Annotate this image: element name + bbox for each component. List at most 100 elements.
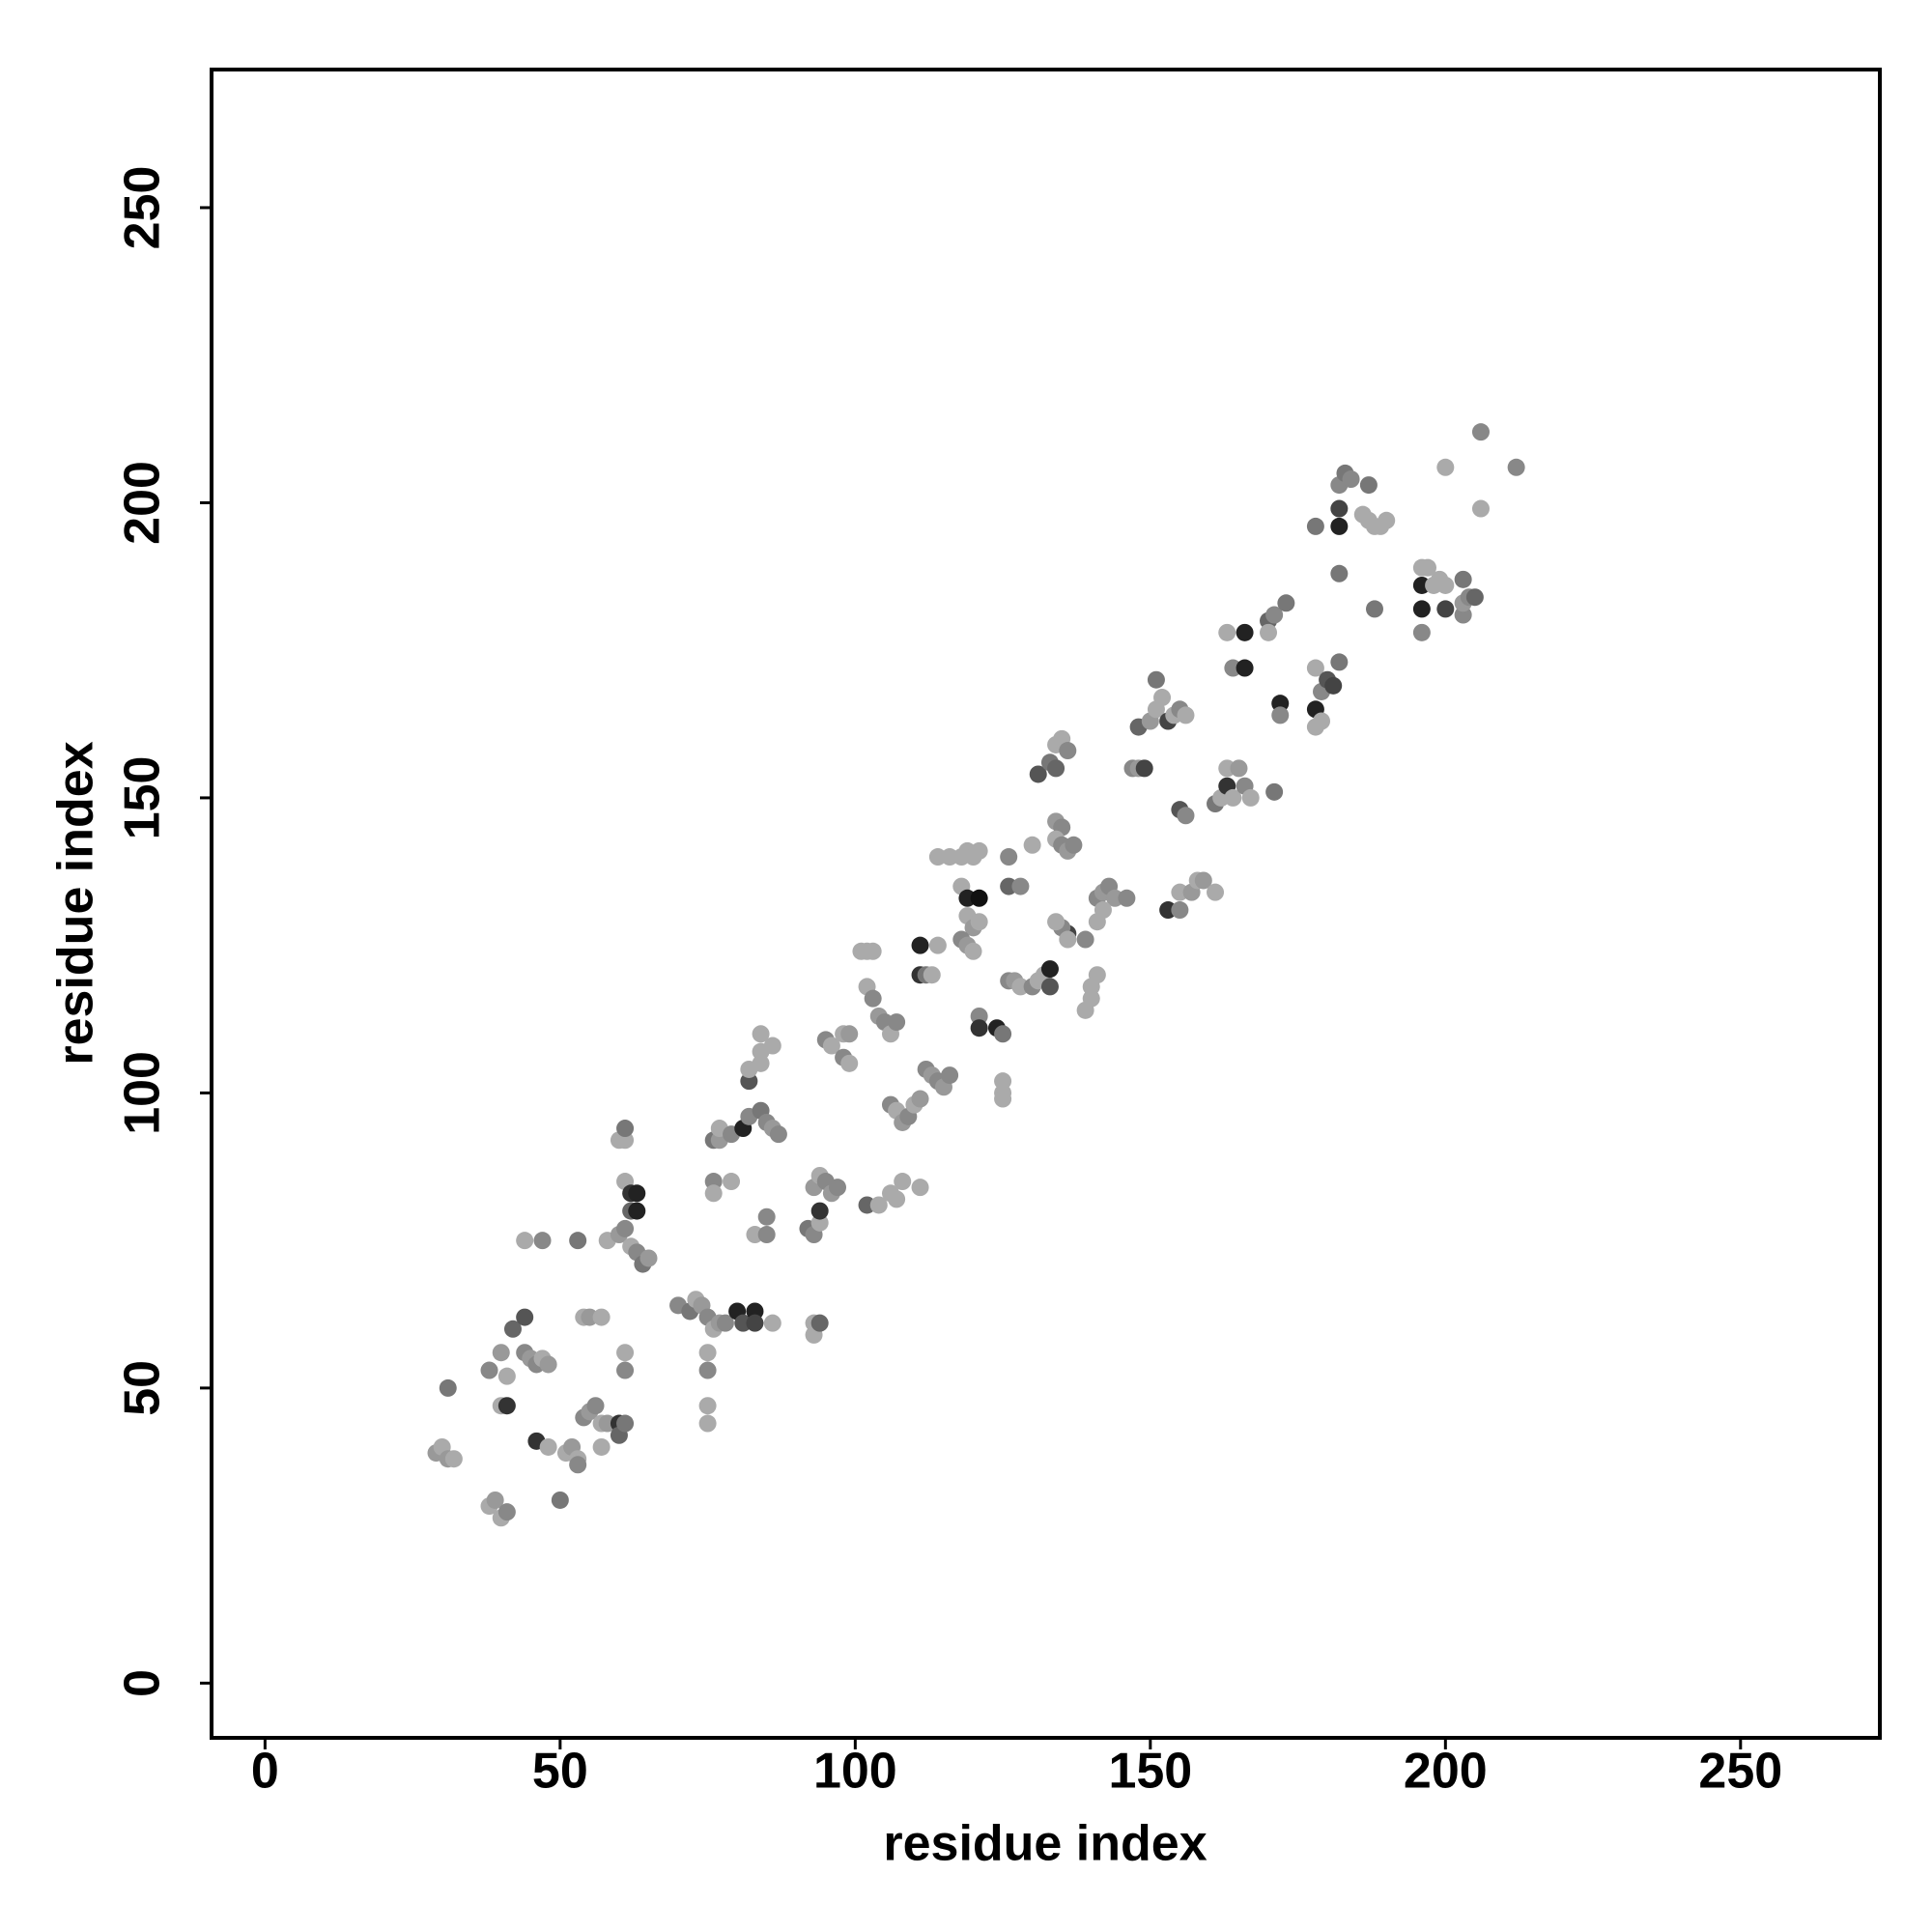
point — [616, 1219, 635, 1237]
point — [1177, 807, 1195, 825]
point — [616, 1361, 635, 1379]
point — [1412, 623, 1431, 641]
point — [586, 1397, 605, 1415]
x-tick-label: 250 — [1698, 1744, 1782, 1800]
point — [970, 1019, 988, 1037]
point — [1065, 836, 1083, 854]
point — [698, 1414, 717, 1433]
point — [1236, 623, 1254, 641]
point — [964, 942, 982, 960]
point — [1265, 782, 1284, 801]
x-tick-label: 150 — [1108, 1744, 1192, 1800]
point — [829, 1179, 847, 1197]
point — [698, 1397, 717, 1415]
point — [810, 1314, 829, 1332]
y-tick-label: 250 — [115, 166, 171, 250]
x-tick-label: 100 — [813, 1744, 897, 1800]
x-tick-label: 0 — [251, 1744, 279, 1800]
point — [923, 966, 941, 984]
point — [1418, 558, 1436, 577]
point — [1330, 564, 1349, 582]
point — [439, 1378, 457, 1397]
point — [444, 1450, 463, 1468]
point — [1260, 623, 1278, 641]
point — [1330, 653, 1349, 671]
point — [1218, 623, 1236, 641]
y-tick-label: 50 — [115, 1360, 171, 1416]
point — [763, 1037, 781, 1055]
point — [616, 1414, 635, 1433]
point — [1342, 470, 1360, 489]
point — [1436, 458, 1455, 476]
point — [888, 1190, 906, 1208]
point — [1059, 930, 1077, 949]
point — [1135, 759, 1153, 778]
point — [1306, 659, 1324, 677]
point — [746, 1314, 764, 1332]
point — [1224, 788, 1242, 807]
point — [592, 1308, 611, 1326]
point — [1171, 901, 1189, 920]
point — [698, 1361, 717, 1379]
y-tick-label: 150 — [115, 756, 171, 840]
x-tick-label: 50 — [532, 1744, 588, 1800]
y-tick-label: 200 — [115, 461, 171, 545]
point — [1324, 676, 1343, 695]
point — [752, 1025, 770, 1043]
point — [970, 841, 988, 860]
point — [486, 1491, 504, 1509]
point — [970, 889, 988, 907]
point — [592, 1437, 611, 1456]
point — [994, 1025, 1012, 1043]
point — [1378, 511, 1396, 529]
point — [757, 1208, 776, 1226]
point — [1365, 600, 1383, 618]
point — [911, 1179, 929, 1197]
point — [1011, 877, 1030, 895]
point — [763, 1314, 781, 1332]
point — [1359, 476, 1378, 495]
point — [1236, 659, 1254, 677]
point — [1023, 836, 1041, 854]
point — [1436, 576, 1455, 594]
point — [1207, 883, 1225, 901]
y-tick-label: 100 — [115, 1051, 171, 1135]
point — [1047, 913, 1065, 931]
point — [533, 1232, 552, 1250]
point — [497, 1503, 516, 1521]
point — [1507, 458, 1525, 476]
point — [994, 1090, 1012, 1108]
point — [757, 1226, 776, 1244]
point — [539, 1437, 557, 1456]
point — [616, 1344, 635, 1362]
point — [1330, 517, 1349, 535]
point — [1454, 570, 1472, 588]
point — [704, 1184, 723, 1203]
point — [503, 1320, 522, 1338]
point — [492, 1344, 510, 1362]
point — [723, 1173, 741, 1191]
x-tick-label: 200 — [1404, 1744, 1488, 1800]
point — [1147, 670, 1165, 689]
point — [810, 1202, 829, 1220]
plot-frame — [210, 68, 1882, 1740]
point — [1088, 913, 1106, 931]
point — [1277, 594, 1295, 612]
point — [970, 913, 988, 931]
point — [516, 1232, 534, 1250]
point — [1059, 742, 1077, 760]
point — [497, 1397, 516, 1415]
point — [1412, 600, 1431, 618]
point — [1230, 759, 1248, 778]
point — [1153, 689, 1172, 707]
point — [1194, 871, 1212, 890]
point — [864, 942, 882, 960]
point — [639, 1249, 658, 1267]
point — [628, 1184, 646, 1203]
point — [698, 1344, 717, 1362]
point — [1471, 423, 1490, 441]
point — [1000, 848, 1018, 867]
point — [616, 1120, 635, 1138]
point — [1040, 960, 1059, 979]
